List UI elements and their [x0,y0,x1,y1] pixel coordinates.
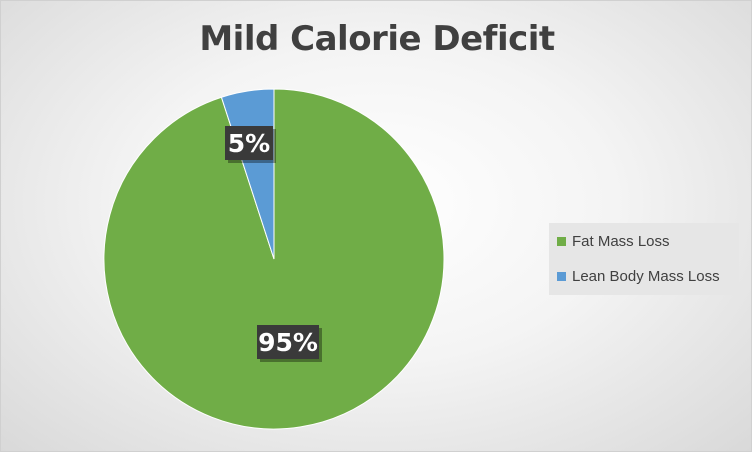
chart-title: Mild Calorie Deficit [199,19,555,59]
data-label-text-fat-mass-loss: 95% [258,328,318,357]
legend-item-lean-body-mass-loss: Lean Body Mass Loss [557,266,739,286]
data-label-lean-body-mass-loss: 5% [225,126,276,163]
legend-swatch-lean-body-mass-loss [557,271,566,281]
pie-slice-fat-mass-loss [103,88,445,430]
legend-label-fat-mass-loss: Fat Mass Loss [572,232,670,250]
legend: Fat Mass Loss Lean Body Mass Loss [549,223,739,295]
legend-item-fat-mass-loss: Fat Mass Loss [557,231,739,251]
legend-label-lean-body-mass-loss: Lean Body Mass Loss [572,267,720,285]
data-label-fat-mass-loss: 95% [257,325,322,362]
data-label-text-lean-body-mass-loss: 5% [228,129,270,158]
legend-swatch-fat-mass-loss [557,236,566,246]
